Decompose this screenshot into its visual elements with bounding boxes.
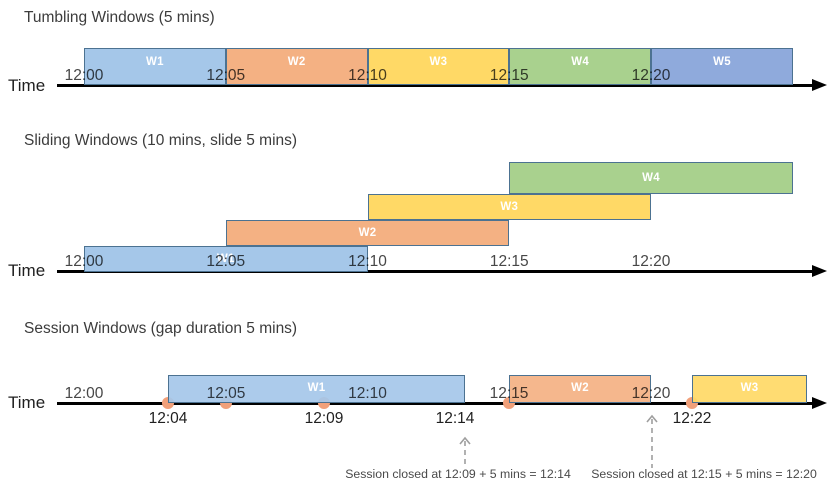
window-label: W3 (500, 201, 519, 213)
event-time-label: 12:04 (148, 410, 188, 427)
session-section-title: Session Windows (gap duration 5 mins) (24, 320, 298, 337)
axis-tick-label: 12:10 (348, 385, 387, 402)
axis-tick-label: 12:00 (64, 385, 104, 402)
window-label: W3 (429, 56, 448, 68)
window-label: W4 (571, 56, 590, 68)
window-label: W4 (642, 172, 660, 184)
session-closed-callout-arrow-icon (646, 414, 658, 468)
axis-tick-label: 12:05 (206, 385, 246, 402)
axis-tick-label: 12:00 (64, 67, 104, 84)
axis-tick-label: 12:10 (348, 67, 387, 84)
tumbling-section-title: Tumbling Windows (5 mins) (24, 9, 215, 26)
session-axis-time-label: Time (8, 393, 46, 412)
axis-arrowhead-icon (812, 265, 827, 278)
sliding-window-w2: W2 (225, 220, 510, 246)
axis-arrowhead-icon (812, 79, 827, 92)
tumbling-window-w3: W3 (367, 48, 510, 85)
sliding-window-w1: W1 (84, 246, 368, 272)
window-label: W1 (145, 56, 164, 68)
sliding-window-w4: W4 (509, 162, 793, 194)
axis-tick-label: 12:15 (489, 385, 529, 402)
tumbling-window-w1: W1 (84, 48, 226, 85)
tumbling-window-w5: W5 (651, 48, 793, 85)
axis-tick-label: 12:20 (631, 385, 671, 402)
window-label: W2 (358, 227, 377, 239)
session-window-w3: W3 (692, 375, 807, 403)
session-timeline-axis (57, 397, 827, 410)
event-time-label: 12:09 (304, 410, 344, 427)
event-time-label: 12:14 (435, 410, 475, 427)
axis-tick-label: 12:15 (489, 67, 529, 84)
session-closed-annotation: Session closed at 12:15 + 5 mins = 12:20 (591, 467, 817, 481)
window-label: W3 (740, 382, 759, 394)
axis-tick-label: 12:05 (206, 253, 246, 270)
axis-tick-label: 12:00 (64, 253, 104, 270)
sliding-section-title: Sliding Windows (10 mins, slide 5 mins) (24, 132, 298, 149)
tumbling-axis-time-label: Time (8, 76, 46, 95)
event-time-label: 12:22 (672, 410, 712, 427)
axis-tick-label: 12:15 (489, 253, 529, 270)
session-closed-annotation: Session closed at 12:09 + 5 mins = 12:14 (345, 467, 571, 481)
tumbling-window-w2: W2 (225, 48, 368, 85)
window-label: W5 (713, 56, 731, 68)
axis-arrowhead-icon (812, 397, 827, 410)
tumbling-window-w4: W4 (509, 48, 651, 85)
session-window-w2: W2 (509, 375, 651, 403)
tumbling-timeline-axis (57, 79, 827, 92)
session-closed-callout-arrow-icon (459, 436, 471, 468)
window-label: W2 (571, 382, 589, 394)
axis-tick-label: 12:20 (631, 253, 671, 270)
axis-tick-label: 12:10 (348, 253, 387, 270)
axis-tick-label: 12:20 (631, 67, 671, 84)
window-label: W2 (287, 56, 306, 68)
window-label: W1 (216, 253, 235, 265)
sliding-window-w3: W3 (367, 194, 651, 220)
sliding-axis-time-label: Time (8, 261, 46, 280)
session-window-w1: W1 (168, 375, 465, 403)
sliding-timeline-axis (57, 265, 827, 278)
window-label: W1 (307, 382, 326, 394)
axis-tick-label: 12:05 (206, 67, 246, 84)
